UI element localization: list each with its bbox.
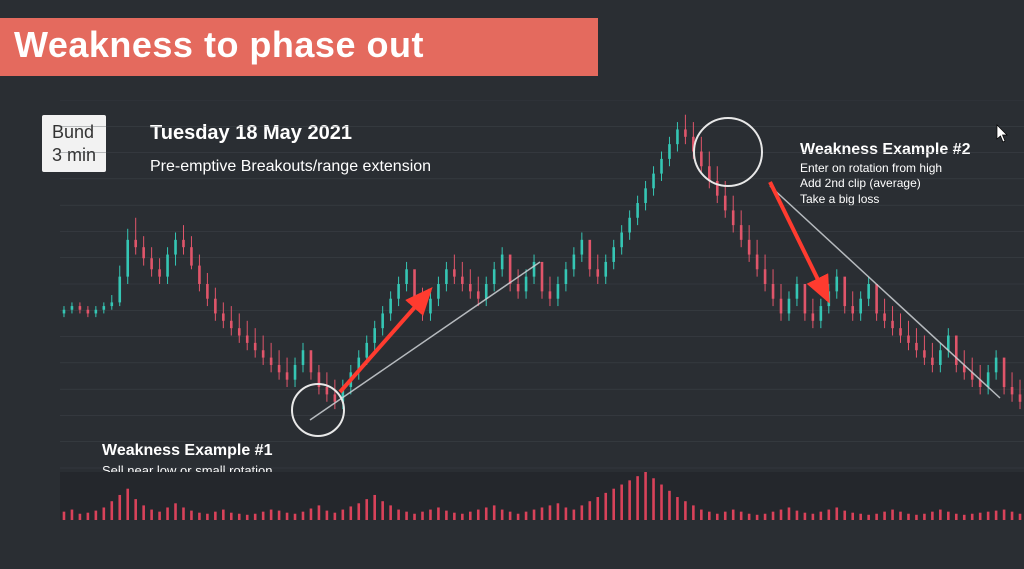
chart-svg: [60, 100, 1024, 520]
price-chart: [60, 100, 1024, 520]
slide-title: Weakness to phase out: [14, 24, 424, 65]
cursor-icon: [996, 124, 1010, 144]
slide-title-banner: Weakness to phase out: [0, 18, 598, 76]
